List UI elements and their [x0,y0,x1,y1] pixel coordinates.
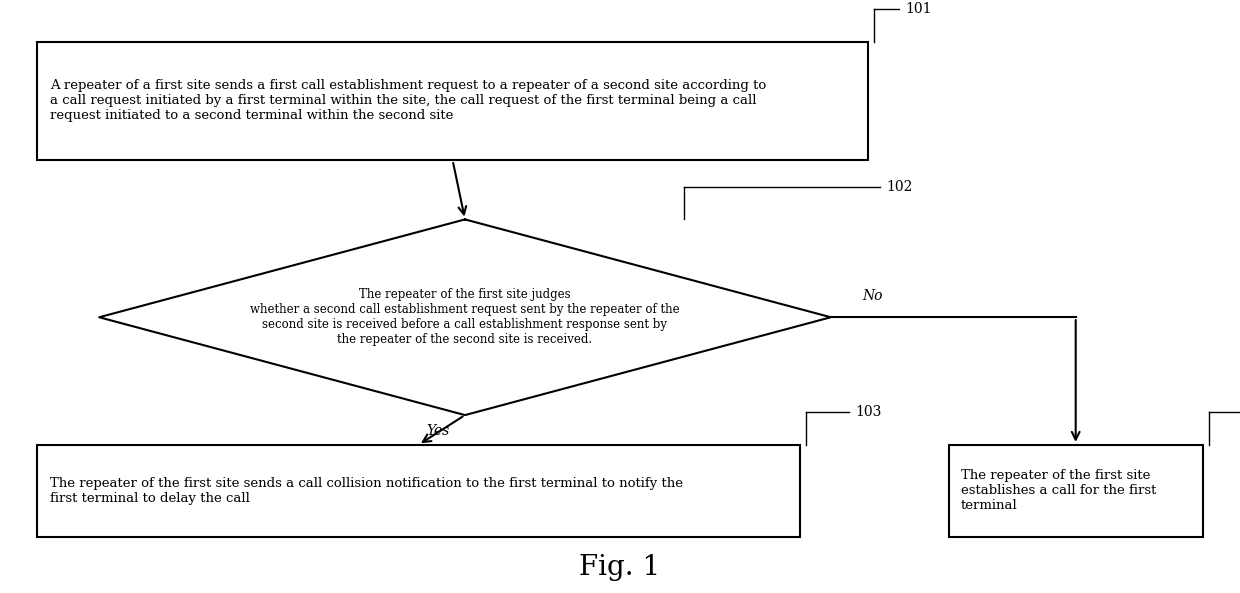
Text: 102: 102 [887,180,913,194]
Text: A repeater of a first site sends a first call establishment request to a repeate: A repeater of a first site sends a first… [50,79,766,122]
Text: Fig. 1: Fig. 1 [579,554,661,581]
Text: Yes: Yes [427,424,449,438]
FancyBboxPatch shape [37,445,800,537]
Text: 101: 101 [905,2,931,16]
Polygon shape [99,219,831,415]
FancyBboxPatch shape [949,445,1203,537]
Text: The repeater of the first site sends a call collision notification to the first : The repeater of the first site sends a c… [50,477,682,505]
Text: The repeater of the first site
establishes a call for the first
terminal: The repeater of the first site establish… [961,469,1157,512]
FancyBboxPatch shape [37,42,868,160]
Text: 103: 103 [856,405,882,419]
Text: The repeater of the first site judges
whether a second call establishment reques: The repeater of the first site judges wh… [250,288,680,346]
Text: No: No [862,289,883,304]
